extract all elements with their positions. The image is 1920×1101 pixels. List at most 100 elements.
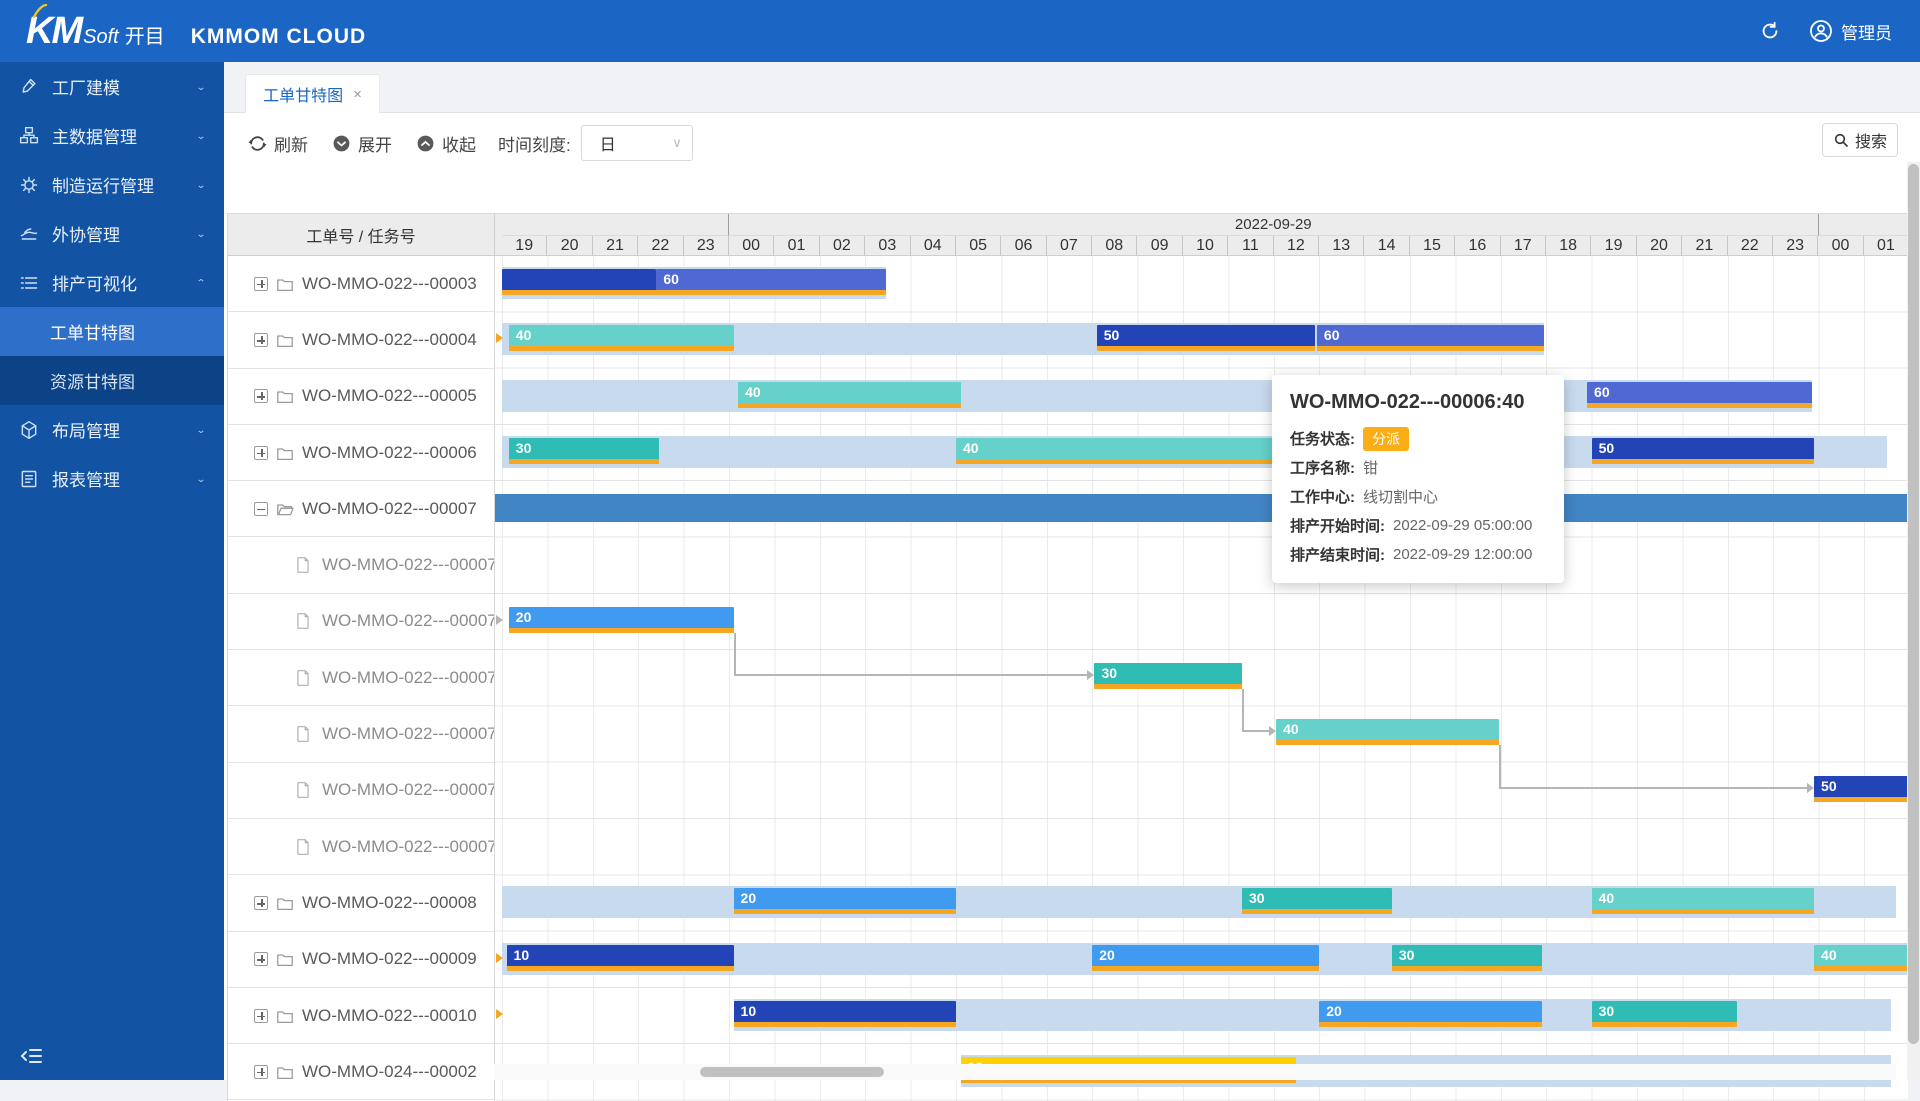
task-id-text: WO-MMO-022---00007:30 bbox=[322, 668, 495, 688]
collapse-row-icon[interactable] bbox=[254, 502, 268, 516]
task-row-label[interactable]: WO-MMO-022---00007 bbox=[228, 481, 495, 537]
tooltip-field: 排产结束时间:2022-09-29 12:00:00 bbox=[1290, 540, 1546, 569]
sidebar-item-外协管理[interactable]: 外协管理⌄ bbox=[0, 209, 224, 258]
hour-header-cell: 18 bbox=[1546, 236, 1591, 256]
incoming-link-arrow-icon bbox=[496, 333, 503, 343]
folder-icon bbox=[276, 895, 294, 911]
expand-row-icon[interactable] bbox=[254, 896, 268, 910]
document-icon bbox=[296, 839, 310, 855]
progress-strip bbox=[1317, 346, 1544, 351]
hour-header-cell: 01 bbox=[774, 236, 819, 256]
task-bar-60[interactable]: 60 bbox=[1587, 382, 1812, 408]
horizontal-scrollbar-thumb[interactable] bbox=[700, 1067, 884, 1077]
expand-label: 展开 bbox=[358, 131, 392, 156]
task-bar-40[interactable]: 40 bbox=[1592, 888, 1814, 914]
sidebar-item-排产可视化[interactable]: 排产可视化⌃ bbox=[0, 258, 224, 307]
task-row-label[interactable]: WO-MMO-022---00007:50 bbox=[228, 763, 495, 819]
sidebar-item-工厂建模[interactable]: 工厂建模⌄ bbox=[0, 62, 224, 111]
tab-close-icon[interactable]: × bbox=[353, 86, 362, 103]
task-bar-label: 60 bbox=[663, 271, 679, 287]
task-bar-40[interactable]: 40 bbox=[956, 438, 1274, 464]
task-bar-20[interactable]: 20 bbox=[509, 607, 734, 633]
logo-soft-text: Soft bbox=[83, 26, 119, 49]
document-icon bbox=[296, 782, 310, 798]
workorder-span-bar[interactable] bbox=[495, 494, 1908, 522]
task-row-label[interactable]: WO-MMO-022---00007:30 bbox=[228, 650, 495, 706]
task-row-label[interactable]: WO-MMO-024---00002 bbox=[228, 1044, 495, 1100]
tab-work-order-gantt[interactable]: 工单甘特图 × bbox=[245, 74, 380, 113]
expand-row-icon[interactable] bbox=[254, 1065, 268, 1079]
expand-all-button[interactable]: 展开 bbox=[332, 131, 392, 156]
search-button[interactable]: 搜索 bbox=[1822, 123, 1898, 157]
dependency-line bbox=[734, 674, 1089, 676]
task-row-label[interactable]: WO-MMO-022---00007:10 bbox=[228, 538, 495, 594]
hour-header-cell: 15 bbox=[1410, 236, 1455, 256]
sidebar-subitem-资源甘特图[interactable]: 资源甘特图 bbox=[0, 356, 224, 405]
refresh-icon[interactable] bbox=[1757, 18, 1783, 44]
date-header-cell bbox=[502, 214, 729, 236]
task-row-label[interactable]: WO-MMO-022---00007:20 bbox=[228, 594, 495, 650]
expand-row-icon[interactable] bbox=[254, 952, 268, 966]
task-bar-30[interactable]: 30 bbox=[1392, 945, 1542, 971]
sidebar-item-主数据管理[interactable]: 主数据管理⌄ bbox=[0, 111, 224, 160]
sidebar-item-报表管理[interactable]: 报表管理⌄ bbox=[0, 454, 224, 503]
task-row-label[interactable]: WO-MMO-022---00010 bbox=[228, 988, 495, 1044]
task-bar-30[interactable]: 30 bbox=[1242, 888, 1392, 914]
gantt-corner-header: 工单号 / 任务号 bbox=[228, 214, 495, 256]
folder-icon bbox=[276, 951, 294, 967]
folder-icon bbox=[276, 1064, 294, 1080]
task-bar-20[interactable]: 20 bbox=[734, 888, 956, 914]
task-bar-30[interactable]: 30 bbox=[1094, 663, 1242, 689]
task-bar-20[interactable]: 20 bbox=[1092, 945, 1319, 971]
task-bar-40[interactable]: 40 bbox=[1276, 719, 1498, 745]
task-bar-segment[interactable] bbox=[502, 269, 656, 295]
sidebar-item-label: 排产可视化 bbox=[52, 270, 196, 295]
task-bar-40[interactable]: 40 bbox=[509, 325, 734, 351]
task-row-label[interactable]: WO-MMO-022---00005 bbox=[228, 369, 495, 425]
collapse-all-button[interactable]: 收起 bbox=[416, 131, 476, 156]
refresh-button[interactable]: 刷新 bbox=[248, 131, 308, 156]
task-bar-50[interactable]: 50 bbox=[1592, 438, 1814, 464]
task-bar-50[interactable]: 50 bbox=[1814, 776, 1908, 802]
sidebar-item-制造运行管理[interactable]: 制造运行管理⌄ bbox=[0, 160, 224, 209]
task-bar-60[interactable]: 60 bbox=[656, 269, 885, 295]
task-row-label[interactable]: WO-MMO-022---00007:40 bbox=[228, 706, 495, 762]
user-menu[interactable]: 管理员 bbox=[1809, 19, 1892, 44]
vertical-scrollbar-thumb[interactable] bbox=[1908, 164, 1919, 1044]
expand-row-icon[interactable] bbox=[254, 389, 268, 403]
task-bar-30[interactable]: 30 bbox=[509, 438, 659, 464]
expand-row-icon[interactable] bbox=[254, 446, 268, 460]
chevron-down-icon: ⌄ bbox=[196, 424, 206, 435]
sidebar-item-布局管理[interactable]: 布局管理⌄ bbox=[0, 405, 224, 454]
task-bar-50[interactable]: 50 bbox=[1097, 325, 1315, 351]
task-row-label[interactable]: WO-MMO-022---00007:60 bbox=[228, 819, 495, 875]
timescale-select[interactable]: 日 ∨ bbox=[581, 125, 693, 161]
tooltip-field: 工作中心:线切割中心 bbox=[1290, 482, 1546, 511]
task-id-text: WO-MMO-022---00010 bbox=[302, 1006, 477, 1026]
task-bar-20[interactable]: 20 bbox=[1319, 1001, 1541, 1027]
sidebar-submenu: 工单甘特图资源甘特图 bbox=[0, 307, 224, 405]
task-row-label[interactable]: WO-MMO-022---00009 bbox=[228, 932, 495, 988]
task-bar-40[interactable]: 40 bbox=[1814, 945, 1908, 971]
document-icon bbox=[296, 613, 310, 629]
task-row-label[interactable]: WO-MMO-022---00003 bbox=[228, 256, 495, 312]
task-bar-40[interactable]: 40 bbox=[738, 382, 960, 408]
expand-row-icon[interactable] bbox=[254, 333, 268, 347]
vertical-scrollbar bbox=[1907, 162, 1920, 1080]
task-bar-30[interactable]: 30 bbox=[1592, 1001, 1737, 1027]
task-row-label[interactable]: WO-MMO-022---00004 bbox=[228, 312, 495, 368]
sidebar-collapse-icon[interactable] bbox=[20, 1044, 46, 1070]
app-logo: KM Soft 开目 KMMOM CLOUD bbox=[26, 10, 366, 53]
expand-row-icon[interactable] bbox=[254, 1009, 268, 1023]
tooltip-field: 任务状态:分派 bbox=[1290, 424, 1546, 453]
folder-icon bbox=[276, 445, 294, 461]
hour-header-cell: 00 bbox=[1818, 236, 1863, 256]
task-bar-60[interactable]: 60 bbox=[1317, 325, 1544, 351]
task-bar-10[interactable]: 10 bbox=[507, 945, 734, 971]
task-bar-10[interactable]: 10 bbox=[734, 1001, 956, 1027]
progress-strip bbox=[1592, 909, 1814, 914]
expand-row-icon[interactable] bbox=[254, 277, 268, 291]
task-row-label[interactable]: WO-MMO-022---00008 bbox=[228, 875, 495, 931]
sidebar-subitem-工单甘特图[interactable]: 工单甘特图 bbox=[0, 307, 224, 356]
task-row-label[interactable]: WO-MMO-022---00006 bbox=[228, 425, 495, 481]
